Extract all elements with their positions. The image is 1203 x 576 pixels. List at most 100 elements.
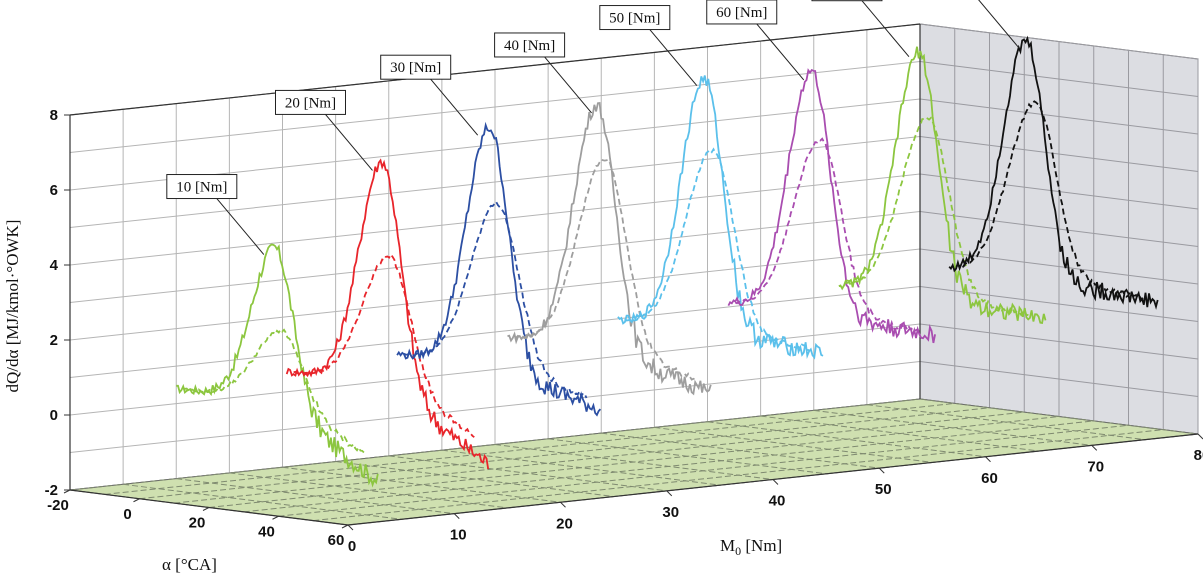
floor-gridline	[866, 404, 1145, 441]
model-curve	[293, 252, 475, 438]
series-50-nm	[617, 75, 824, 360]
series-label-box	[380, 54, 452, 80]
callout-leader	[544, 56, 592, 114]
series-40-nm	[507, 102, 712, 396]
series-label: 40 [Nm]	[504, 38, 555, 54]
floor-gridline	[282, 466, 561, 503]
side-wall-gridline	[919, 211, 1199, 247]
y-tick-label: 20	[556, 515, 573, 532]
y-tick-label: 40	[769, 493, 786, 510]
model-curve	[845, 116, 1032, 317]
back-wall-gridline	[69, 323, 921, 416]
floor-gridline	[654, 426, 933, 463]
measured-curve	[727, 68, 936, 344]
floor-gridline	[760, 415, 1039, 452]
side-wall-gridline	[919, 323, 1199, 360]
model-curve	[183, 328, 365, 454]
measured-curve	[396, 121, 602, 417]
series-20-nm	[285, 158, 490, 470]
floor-gridline	[229, 472, 508, 509]
floor-gridline	[601, 432, 880, 469]
z-tick-label: 8	[50, 107, 58, 124]
series-60-nm	[727, 68, 936, 344]
floor-gridline	[548, 438, 827, 475]
x-tick-mark	[341, 524, 349, 529]
measured-curve	[507, 102, 712, 396]
series-label-box	[494, 32, 566, 58]
side-wall-gridline	[919, 98, 1199, 135]
floor-gridline	[388, 455, 667, 492]
series-30-nm	[396, 121, 602, 417]
series-label-box	[811, 0, 883, 2]
series-label-box	[599, 5, 671, 31]
x-tick-label: 60	[328, 532, 345, 549]
callout-leader	[756, 23, 805, 81]
back-wall-gridline	[69, 286, 921, 378]
floor-gridline	[707, 421, 986, 458]
series-label: 50 [Nm]	[609, 11, 660, 27]
y-tick-mark	[1091, 445, 1098, 451]
back-wall-gridline	[69, 136, 921, 228]
y-tick-mark	[772, 479, 779, 485]
x-tick-mark	[272, 515, 279, 520]
floor-gridline	[139, 407, 990, 500]
back-wall-gridline	[69, 361, 921, 453]
y-tick-mark	[453, 513, 460, 519]
x-tick-mark	[133, 498, 140, 503]
callout-leader	[649, 29, 698, 86]
series-label: 10 [Nm]	[176, 180, 227, 196]
y-tick-label: 10	[450, 527, 467, 544]
floor-gridline	[335, 461, 614, 498]
z-tick-label: 4	[50, 257, 59, 274]
x-tick-label: -20	[47, 497, 69, 514]
side-wall-gridline	[919, 361, 1199, 397]
model-curve	[403, 200, 588, 399]
floor-gridline	[813, 409, 1092, 446]
y-tick-mark	[985, 456, 991, 463]
side-wall-gridline	[919, 248, 1199, 285]
series-label-layer: 10 [Nm] 20 [Nm] 30 [Nm] 40 [Nm] 50 [Nm] 60 [N…	[166, 0, 1020, 255]
series-label-box	[706, 0, 778, 25]
back-wall-gridline	[69, 248, 921, 341]
callout-leader	[430, 78, 479, 136]
measured-curve	[948, 35, 1159, 310]
series-70-nm	[838, 46, 1047, 325]
model-curve	[624, 147, 810, 352]
floor-gridline	[441, 449, 720, 486]
side-wall-gridline	[919, 23, 1199, 60]
y-tick-mark	[1197, 433, 1203, 440]
floor-gridline	[174, 411, 1025, 504]
series-label-box	[274, 89, 346, 115]
measured-curve	[285, 158, 490, 470]
back-wall-gridline	[69, 173, 921, 266]
floor-gridline	[494, 444, 774, 480]
grid-layer	[69, 23, 1199, 526]
callout-leader	[216, 198, 265, 255]
z-tick-label: 6	[50, 182, 58, 199]
axis-frame-line	[69, 23, 921, 116]
y-axis-title: M0 [Nm]	[720, 536, 782, 558]
z-axis-title: dQ/dα [MJ/kmol·°OWK]	[3, 220, 22, 393]
x-tick-label: 0	[123, 506, 131, 523]
series-10-nm	[176, 243, 379, 488]
z-tick-label: 2	[50, 332, 58, 349]
x-tick-label: 20	[189, 515, 206, 532]
series-label: 60 [Nm]	[716, 5, 767, 21]
series-label-box	[166, 174, 238, 200]
y-tick-mark	[560, 501, 566, 508]
x-tick-mark	[202, 507, 210, 511]
z-tick-label: 0	[50, 407, 58, 424]
y-tick-mark	[347, 524, 354, 531]
y-tick-mark	[666, 490, 673, 497]
floor-gridline	[176, 478, 455, 515]
x-axis-title: α [°CA]	[162, 555, 217, 574]
callout-leader	[325, 114, 373, 171]
floor-gridline	[919, 398, 1199, 435]
measured-curve	[617, 75, 824, 360]
y-tick-label: 70	[1087, 458, 1104, 475]
y-tick-label: 80	[1194, 447, 1203, 464]
callout-leader	[978, 0, 1020, 49]
y-tick-label: 30	[662, 504, 679, 521]
